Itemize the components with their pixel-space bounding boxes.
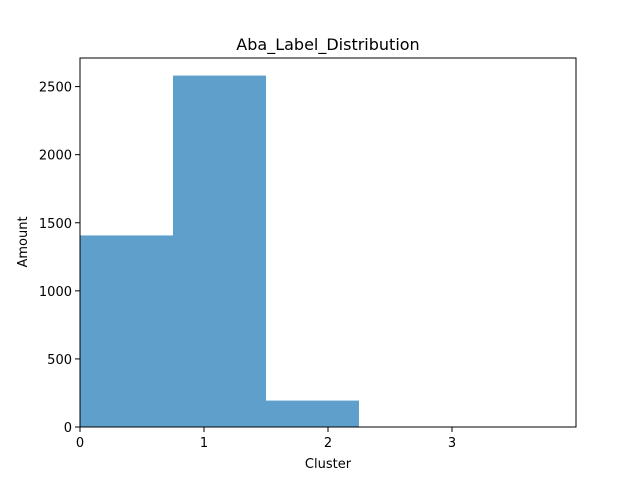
y-tick-label-4: 2000: [39, 149, 72, 164]
y-tick-label-3: 1500: [39, 217, 72, 232]
chart-title: Aba_Label_Distribution: [236, 35, 419, 55]
histogram-bar-2: [266, 400, 359, 427]
ticks-layer: 0 1 2 3 0 500 1000 1500 2000 2500: [39, 81, 456, 451]
y-tick-label-0: 0: [64, 421, 72, 436]
x-tick-label-2: 2: [324, 436, 332, 451]
y-tick-label-2: 1000: [39, 285, 72, 300]
x-tick-label-0: 0: [76, 436, 84, 451]
y-axis-label: Amount: [16, 216, 31, 267]
histogram-bar-0: [80, 235, 173, 427]
x-tick-label-1: 1: [200, 436, 208, 451]
histogram-bar-1: [173, 75, 266, 427]
y-tick-label-1: 500: [47, 353, 72, 368]
plot-frame: [79, 57, 577, 428]
bars-layer: [80, 75, 359, 427]
x-axis-label: Cluster: [305, 457, 352, 472]
x-tick-label-3: 3: [448, 436, 456, 451]
y-tick-label-5: 2500: [39, 81, 72, 96]
